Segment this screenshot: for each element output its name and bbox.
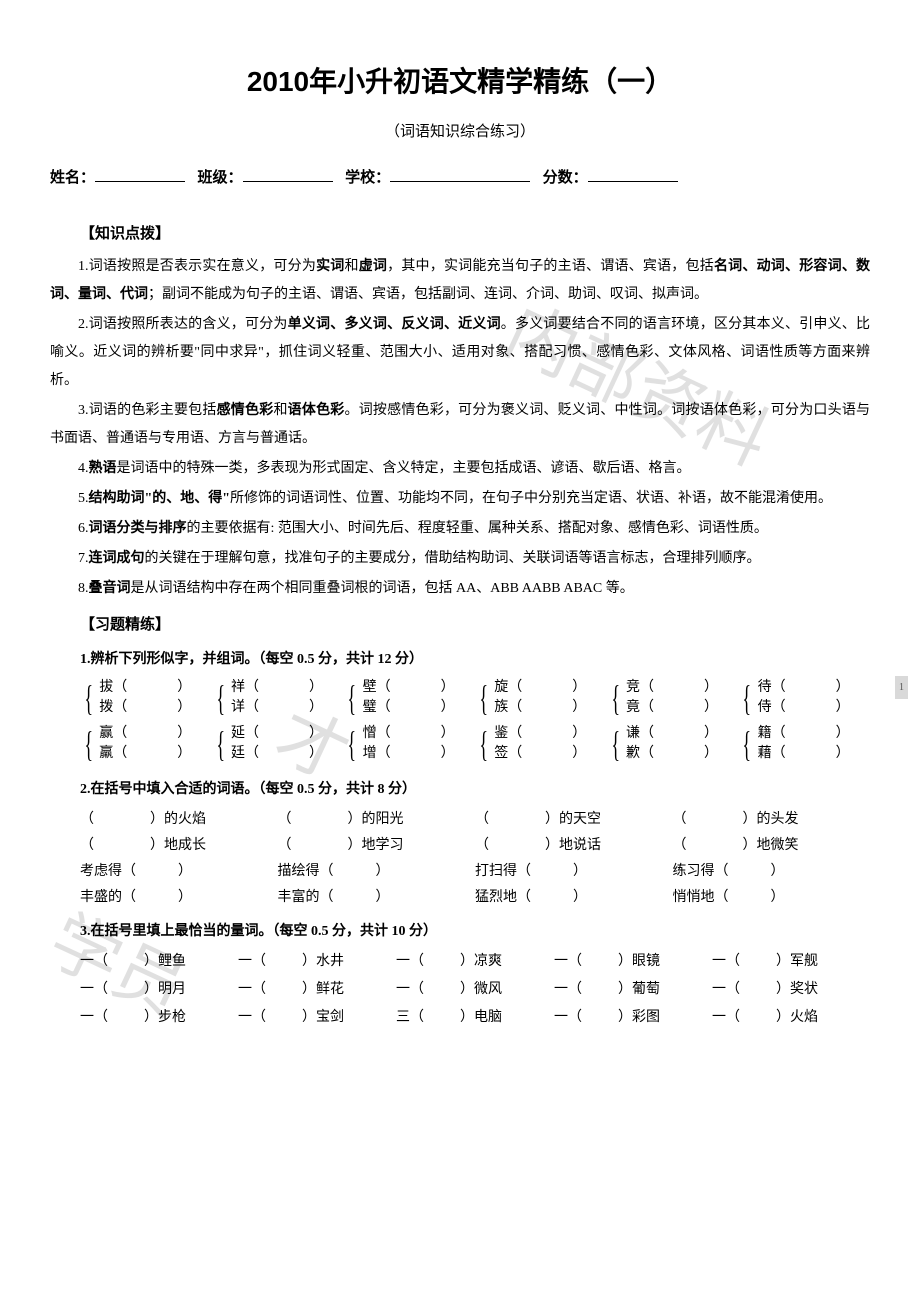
- char-group: {鉴（）签（）: [475, 724, 607, 764]
- char-group: {籍（）藉（）: [738, 724, 870, 764]
- char-group: {赢（）羸（）: [80, 724, 212, 764]
- score-label: 分数：: [543, 169, 588, 186]
- measure-item: 三（）电脑: [396, 1006, 554, 1026]
- measure-item: 一（）步枪: [80, 1006, 238, 1026]
- q1-title: 1.辨析下列形似字，并组词。（每空 0.5 分，共计 12 分）: [80, 648, 870, 668]
- fill-row: 考虑得（ ）描绘得（ ）打扫得（ ）练习得（ ）: [80, 860, 870, 880]
- name-blank: [95, 181, 185, 182]
- school-blank: [390, 181, 530, 182]
- q3-title: 3.在括号里填上最恰当的量词。（每空 0.5 分，共计 10 分）: [80, 920, 870, 940]
- measure-item: 一（）明月: [80, 978, 238, 998]
- page-subtitle: （词语知识综合练习）: [50, 120, 870, 141]
- measure-row: 一（）明月一（）鲜花一（）微风一（）葡萄一（）奖状: [80, 978, 870, 998]
- tip-paragraph: 6.词语分类与排序的主要依据有: 范围大小、时间先后、程度轻重、属种关系、搭配对…: [50, 515, 870, 543]
- fill-item: （ ）的火焰: [80, 808, 278, 828]
- tip-paragraph: 8.叠音词是从词语结构中存在两个相同重叠词根的词语，包括 AA、ABB AABB…: [50, 575, 870, 603]
- tip-paragraph: 4.熟语是词语中的特殊一类，多表现为形式固定、含义特定，主要包括成语、谚语、歇后…: [50, 455, 870, 483]
- fill-row: （ ）地成长（ ）地学习（ ）地说话（ ）地微笑: [80, 834, 870, 854]
- fill-row: 丰盛的（ ）丰富的（ ）猛烈地（ ）悄悄地（ ）: [80, 886, 870, 906]
- page-title: 2010年小升初语文精学精练（一）: [50, 60, 870, 100]
- char-group: {旋（）族（）: [475, 678, 607, 718]
- char-group: {祥（）详（）: [212, 678, 344, 718]
- fill-row: （ ）的火焰（ ）的阳光（ ）的天空（ ）的头发: [80, 808, 870, 828]
- tips-header: 【知识点拨】: [80, 222, 870, 243]
- char-row: {拔（）拨（）{祥（）详（）{壁（）璧（）{旋（）族（）{竞（）竟（）{待（）侍…: [80, 678, 870, 718]
- tip-paragraph: 7.连词成句的关键在于理解句意，找准句子的主要成分，借助结构助词、关联词语等语言…: [50, 545, 870, 573]
- fill-item: 练习得（ ）: [673, 860, 871, 880]
- class-blank: [243, 181, 333, 182]
- char-group: {待（）侍（）: [738, 678, 870, 718]
- name-label: 姓名：: [50, 169, 95, 186]
- measure-item: 一（）奖状: [712, 978, 870, 998]
- practice-header: 【习题精练】: [80, 613, 870, 634]
- fill-item: 考虑得（ ）: [80, 860, 278, 880]
- fill-item: （ ）地微笑: [673, 834, 871, 854]
- measure-item: 一（）军舰: [712, 950, 870, 970]
- fill-item: （ ）的阳光: [278, 808, 476, 828]
- measure-item: 一（）眼镜: [554, 950, 712, 970]
- q2-title: 2.在括号中填入合适的词语。（每空 0.5 分，共计 8 分）: [80, 778, 870, 798]
- fill-item: （ ）的天空: [475, 808, 673, 828]
- fill-item: 猛烈地（ ）: [475, 886, 673, 906]
- fill-item: 描绘得（ ）: [278, 860, 476, 880]
- school-label: 学校：: [345, 169, 390, 186]
- measure-item: 一（）宝剑: [238, 1006, 396, 1026]
- fill-item: 打扫得（ ）: [475, 860, 673, 880]
- measure-item: 一（）水井: [238, 950, 396, 970]
- char-group: {憎（）增（）: [343, 724, 475, 764]
- measure-item: 一（）葡萄: [554, 978, 712, 998]
- char-group: {壁（）璧（）: [343, 678, 475, 718]
- fill-item: 丰富的（ ）: [278, 886, 476, 906]
- measure-row: 一（）鲤鱼一（）水井一（）凉爽一（）眼镜一（）军舰: [80, 950, 870, 970]
- measure-item: 一（）鲜花: [238, 978, 396, 998]
- measure-row: 一（）步枪一（）宝剑三（）电脑一（）彩图一（）火焰: [80, 1006, 870, 1026]
- score-blank: [588, 181, 678, 182]
- char-group: {延（）廷（）: [212, 724, 344, 764]
- fill-item: （ ）地成长: [80, 834, 278, 854]
- fill-item: （ ）的头发: [673, 808, 871, 828]
- tip-paragraph: 5.结构助词"的、地、得"所修饰的词语词性、位置、功能均不同，在句子中分别充当定…: [50, 485, 870, 513]
- tip-paragraph: 1.词语按照是否表示实在意义，可分为实词和虚词，其中，实词能充当句子的主语、谓语…: [50, 253, 870, 309]
- class-label: 班级：: [198, 169, 243, 186]
- measure-item: 一（）鲤鱼: [80, 950, 238, 970]
- char-group: {竞（）竟（）: [607, 678, 739, 718]
- char-group: {拔（）拨（）: [80, 678, 212, 718]
- fill-item: （ ）地学习: [278, 834, 476, 854]
- tip-paragraph: 2.词语按照所表达的含义，可分为单义词、多义词、反义词、近义词。多义词要结合不同…: [50, 311, 870, 395]
- measure-item: 一（）火焰: [712, 1006, 870, 1026]
- char-group: {谦（）歉（）: [607, 724, 739, 764]
- fill-item: （ ）地说话: [475, 834, 673, 854]
- fill-item: 悄悄地（ ）: [673, 886, 871, 906]
- measure-item: 一（）微风: [396, 978, 554, 998]
- fill-item: 丰盛的（ ）: [80, 886, 278, 906]
- tip-paragraph: 3.词语的色彩主要包括感情色彩和语体色彩。词按感情色彩，可分为褒义词、贬义词、中…: [50, 397, 870, 453]
- student-info-line: 姓名： 班级： 学校： 分数：: [50, 166, 870, 187]
- measure-item: 一（）凉爽: [396, 950, 554, 970]
- measure-item: 一（）彩图: [554, 1006, 712, 1026]
- page-number: 1: [895, 676, 908, 699]
- char-row: {赢（）羸（）{延（）廷（）{憎（）增（）{鉴（）签（）{谦（）歉（）{籍（）藉…: [80, 724, 870, 764]
